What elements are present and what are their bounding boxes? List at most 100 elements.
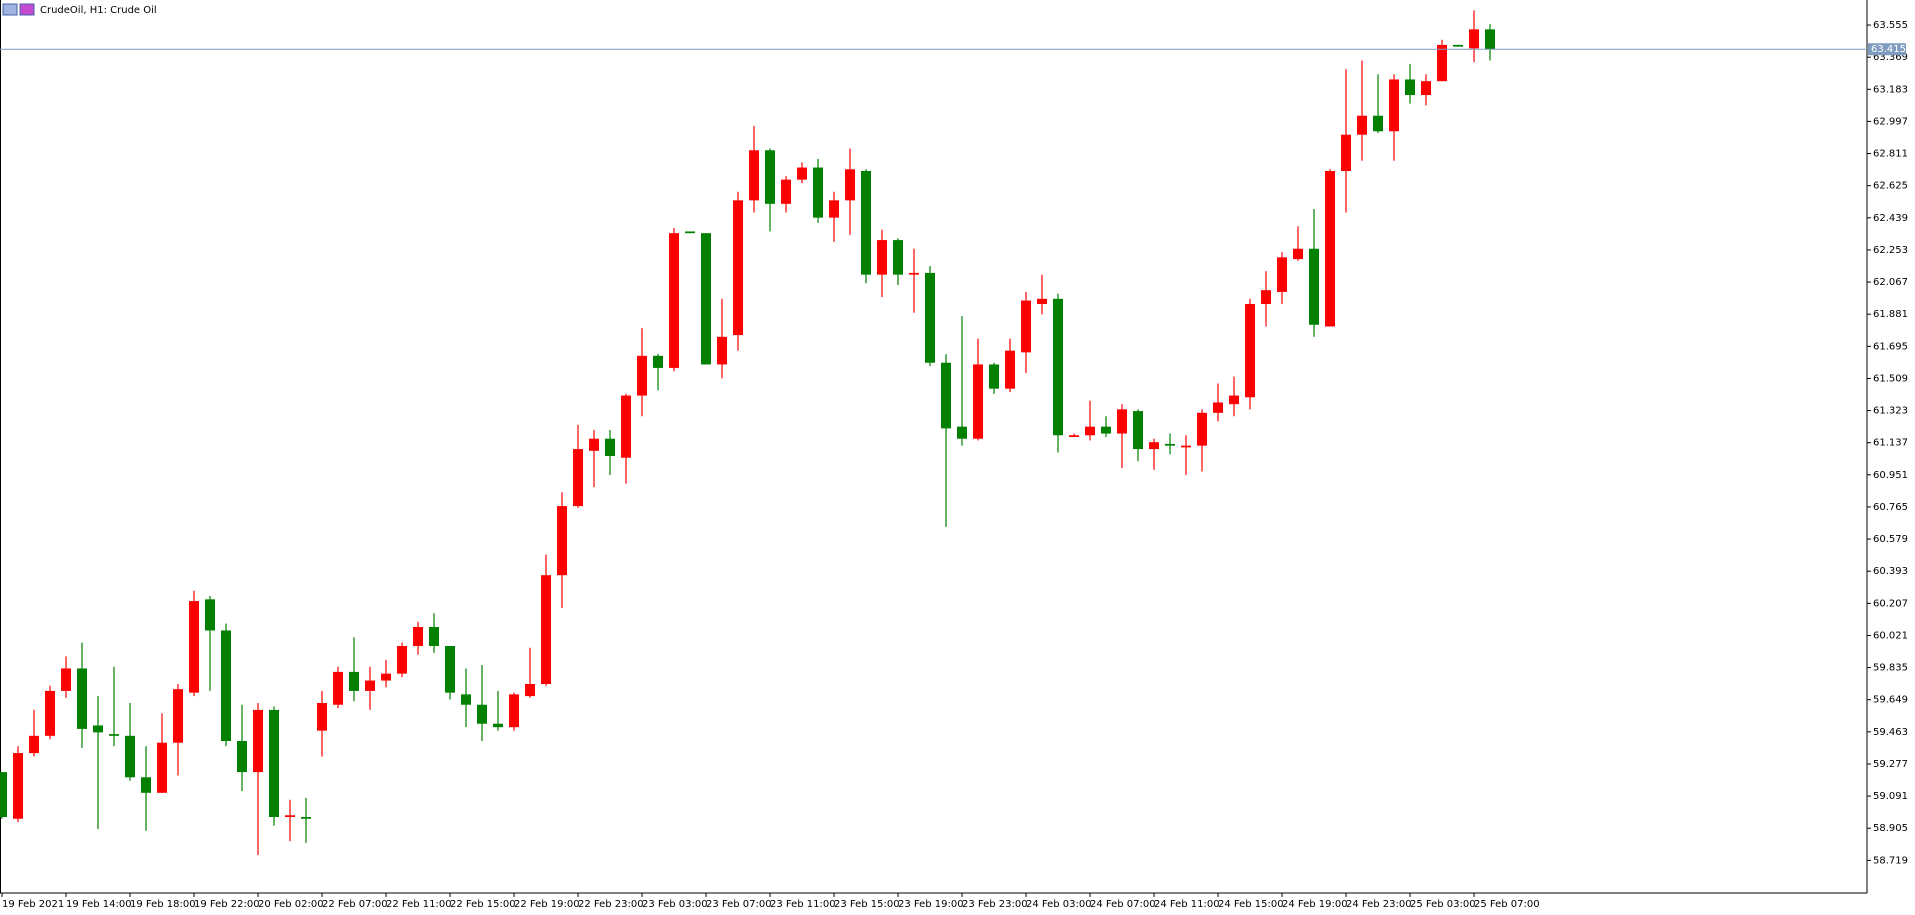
candle-body — [637, 355, 647, 396]
candle-body — [477, 704, 487, 724]
candle-body — [253, 709, 263, 773]
x-tick-label: 23 Feb 19:00 — [898, 899, 964, 910]
x-tick-label: 24 Feb 19:00 — [1282, 899, 1348, 910]
candle-body — [1261, 290, 1271, 304]
candle-body — [445, 646, 455, 693]
candle-body — [1357, 115, 1367, 135]
candle-body — [1485, 29, 1495, 50]
candle-body — [525, 684, 535, 697]
candle-body — [141, 777, 151, 793]
candle-body — [1005, 350, 1015, 389]
candle-body — [493, 723, 503, 728]
x-tick-label: 20 Feb 02:00 — [258, 899, 324, 910]
candle-body — [797, 167, 807, 180]
candle-body — [717, 336, 727, 365]
y-tick-label: 63.369 — [1873, 52, 1908, 63]
y-tick-label: 59.649 — [1873, 695, 1908, 706]
y-tick-label: 61.881 — [1873, 309, 1908, 320]
candle-body — [0, 772, 7, 817]
x-tick-label: 23 Feb 15:00 — [834, 899, 900, 910]
candle-body — [1101, 426, 1111, 434]
candle-body — [1181, 445, 1191, 448]
y-tick-label: 61.323 — [1873, 406, 1908, 417]
y-tick-label: 61.509 — [1873, 373, 1908, 384]
x-tick-label: 19 Feb 18:00 — [130, 899, 196, 910]
x-tick-label: 24 Feb 23:00 — [1346, 899, 1412, 910]
y-tick-label: 62.253 — [1873, 245, 1908, 256]
y-tick-label: 62.067 — [1873, 277, 1908, 288]
candle-body — [573, 449, 583, 507]
candle-body — [781, 179, 791, 204]
candle-body — [669, 233, 679, 368]
y-tick-label: 62.625 — [1873, 181, 1908, 192]
candle-body — [1085, 426, 1095, 436]
y-tick-label: 61.695 — [1873, 341, 1908, 352]
candle-body — [285, 815, 295, 817]
candle-body — [1325, 171, 1335, 327]
candle-body — [157, 742, 167, 793]
y-tick-label: 62.811 — [1873, 149, 1908, 160]
candle-body — [13, 753, 23, 819]
candle-body — [685, 231, 695, 234]
x-tick-label: 25 Feb 03:00 — [1410, 899, 1476, 910]
candle-body — [1117, 409, 1127, 434]
candle-body — [621, 395, 631, 458]
y-tick-label: 60.207 — [1873, 598, 1908, 609]
candle-body — [1229, 395, 1239, 405]
candle-body — [237, 741, 247, 773]
candle-body — [1213, 402, 1223, 413]
candle-body — [77, 668, 87, 729]
y-tick-label: 60.579 — [1873, 534, 1908, 545]
candle-body — [1149, 442, 1159, 450]
candle-body — [605, 438, 615, 456]
candle-body — [1405, 79, 1415, 95]
candle-body — [1053, 298, 1063, 436]
candle-body — [349, 671, 359, 691]
x-tick-label: 24 Feb 03:00 — [1026, 899, 1092, 910]
y-tick-label: 62.997 — [1873, 116, 1908, 127]
candle-body — [829, 200, 839, 218]
x-tick-label: 24 Feb 07:00 — [1090, 899, 1156, 910]
candle-body — [301, 817, 311, 819]
candle-body — [109, 734, 119, 736]
candle-body — [1293, 248, 1303, 260]
y-tick-label: 59.463 — [1873, 727, 1908, 738]
candle-body — [925, 272, 935, 363]
x-tick-label: 24 Feb 15:00 — [1218, 899, 1284, 910]
y-tick-label: 58.905 — [1873, 823, 1908, 834]
candle-body — [1437, 44, 1447, 82]
x-tick-label: 22 Feb 19:00 — [514, 899, 580, 910]
candle-body — [365, 680, 375, 691]
candle-body — [557, 506, 567, 576]
x-tick-label: 19 Feb 14:00 — [66, 899, 132, 910]
candle-body — [509, 694, 519, 728]
candle-body — [461, 694, 471, 705]
candle-body — [205, 599, 215, 631]
x-tick-label: 22 Feb 07:00 — [322, 899, 388, 910]
candle-body — [45, 690, 55, 736]
chart-title: CrudeOil, H1: Crude Oil — [40, 5, 157, 16]
candle-body — [93, 725, 103, 733]
y-tick-label: 60.021 — [1873, 630, 1908, 641]
y-tick-label: 62.439 — [1873, 213, 1908, 224]
candle-body — [221, 630, 231, 741]
candle-body — [957, 426, 967, 439]
y-tick-label: 59.091 — [1873, 791, 1908, 802]
y-tick-label: 59.277 — [1873, 759, 1908, 770]
candle-body — [733, 200, 743, 336]
y-tick-label: 63.183 — [1873, 84, 1908, 95]
x-tick-label: 23 Feb 23:00 — [962, 899, 1028, 910]
y-tick-label: 60.951 — [1873, 470, 1908, 481]
candle-body — [1341, 134, 1351, 171]
candle-body — [589, 438, 599, 451]
candle-body — [701, 233, 711, 365]
x-tick-label: 23 Feb 07:00 — [706, 899, 772, 910]
candle-body — [317, 703, 327, 731]
candle-body — [1069, 435, 1079, 437]
y-tick-label: 60.765 — [1873, 502, 1908, 513]
candle-body — [269, 709, 279, 817]
candle-body — [1277, 257, 1287, 292]
candle-body — [845, 169, 855, 201]
candle-body — [125, 735, 135, 778]
